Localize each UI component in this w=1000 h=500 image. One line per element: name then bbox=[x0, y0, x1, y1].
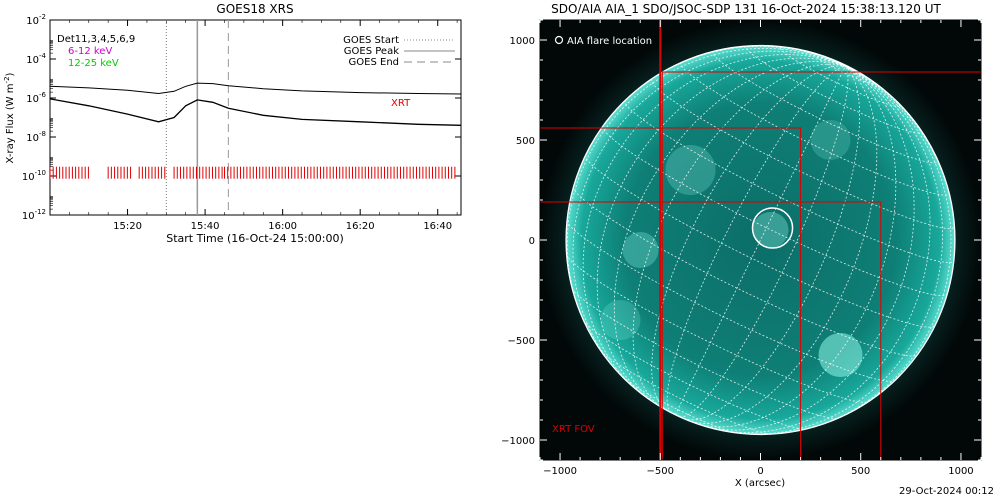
grid-line bbox=[651, 78, 955, 230]
sdo-panel: SDO/AIA AIA_1 SDO/JSOC-SDP 131 16-Oct-20… bbox=[501, 2, 982, 489]
xrt-fov-label: XRT FOV bbox=[552, 424, 595, 435]
goes-x-tick-label: 16:00 bbox=[268, 221, 297, 232]
grid-line bbox=[691, 65, 897, 428]
grid-line bbox=[666, 65, 846, 413]
goes-legend: GOES Start GOES Peak GOES End bbox=[343, 35, 455, 68]
xrt-fov-boxes bbox=[540, 20, 981, 460]
sdo-x-tick-label: −1000 bbox=[543, 466, 577, 477]
sdo-y-tick-label: −1000 bbox=[501, 436, 535, 447]
active-region-blob bbox=[665, 145, 716, 195]
grid-line bbox=[778, 65, 952, 434]
goes-y-tick-label: 10-2 bbox=[26, 13, 46, 27]
xrt-fov-box bbox=[540, 201, 882, 460]
goes-x-axis: 15:20 15:40 16:00 16:20 16:40 bbox=[49, 20, 458, 232]
legend-goes-peak: GOES Peak bbox=[344, 46, 399, 57]
sdo-x-tick-label: 0 bbox=[757, 466, 763, 477]
goes-x-tick-label: 16:40 bbox=[423, 221, 452, 232]
goes-y-axis-label-end: ) bbox=[5, 72, 16, 76]
goes-y-tick-label: 10-10 bbox=[22, 169, 46, 183]
goes-y-axis: 10-2 10-4 10-6 10-8 10-10 10-12 bbox=[22, 13, 461, 222]
goes-y-axis-label-sup: -2 bbox=[3, 76, 11, 83]
sdo-y-tick-label: 1000 bbox=[510, 36, 535, 47]
grid-line bbox=[596, 57, 846, 403]
sdo-x-tick-label: −500 bbox=[647, 466, 674, 477]
detector-label: Det11,3,4,5,6,9 bbox=[57, 34, 135, 45]
legend-goes-end: GOES End bbox=[349, 57, 399, 68]
xrt-coverage-ticks bbox=[50, 166, 456, 179]
goes-panel: GOES18 XRS 10-2 10-4 10-6 10-8 10-10 10-12 15… bbox=[3, 2, 462, 245]
sdo-title: SDO/AIA AIA_1 SDO/JSOC-SDP 131 16-Oct-20… bbox=[551, 2, 941, 16]
active-region-blob bbox=[818, 333, 863, 377]
grid-line bbox=[613, 61, 846, 407]
grid-line bbox=[729, 65, 944, 435]
grid-line bbox=[572, 50, 846, 383]
grid-line bbox=[582, 54, 846, 397]
active-region-blob bbox=[600, 300, 641, 340]
active-region-blob bbox=[752, 212, 789, 248]
goes-y-axis-label: X-ray Flux (W m-2) bbox=[3, 72, 16, 163]
grid-line bbox=[699, 65, 915, 431]
sun-limb bbox=[565, 44, 956, 436]
grid-line bbox=[624, 99, 955, 263]
goes-series-line-long bbox=[50, 82, 461, 95]
sdo-x-tick-label: 500 bbox=[851, 466, 870, 477]
grid-line bbox=[746, 45, 922, 134]
goes-series-line-short bbox=[50, 98, 461, 126]
sdo-x-axis-label: X (arcsec) bbox=[735, 478, 785, 489]
goes-y-tick-label: 10-6 bbox=[26, 91, 46, 105]
goes-y-tick-label: 10-4 bbox=[26, 52, 46, 66]
sdo-x-tick-label: 1000 bbox=[948, 466, 973, 477]
goes-series-group bbox=[50, 82, 461, 126]
goes-y-axis-label-main: X-ray Flux (W m bbox=[5, 83, 16, 163]
sdo-y-tick-label: 500 bbox=[516, 136, 535, 147]
goes-y-tick-label: 10-12 bbox=[22, 208, 46, 222]
xrt-fov-box bbox=[540, 127, 802, 460]
footer-timestamp: 29-Oct-2024 00:12 bbox=[899, 486, 994, 497]
sdo-y-axis: −1000 −500 0 500 1000 bbox=[501, 19, 981, 461]
legend-goes-start: GOES Start bbox=[343, 35, 399, 46]
grid-line bbox=[708, 65, 931, 434]
goes-event-markers bbox=[165, 20, 229, 215]
goes-x-tick-label: 15:40 bbox=[191, 221, 220, 232]
flare-legend-icon bbox=[554, 35, 564, 45]
sdo-y-tick-label: −500 bbox=[508, 336, 535, 347]
grid-line bbox=[680, 61, 950, 196]
active-region-blob bbox=[810, 120, 851, 160]
grid-line bbox=[600, 350, 772, 435]
grid-line bbox=[571, 288, 839, 419]
goes-x-axis-label: Start Time (16-Oct-24 15:00:00) bbox=[166, 232, 344, 245]
sun-active-regions bbox=[600, 120, 863, 377]
goes-x-tick-label: 16:20 bbox=[346, 221, 375, 232]
grid-line bbox=[845, 65, 956, 326]
sdo-x-axis: −1000 −500 0 500 1000 bbox=[539, 20, 982, 477]
xrt-label: XRT bbox=[391, 98, 411, 109]
flare-legend-label: AIA flare location bbox=[567, 36, 652, 47]
grid-line bbox=[566, 48, 846, 345]
goes-plot-frame bbox=[49, 19, 462, 216]
active-region-blob bbox=[622, 232, 659, 268]
flare-location-circle bbox=[751, 207, 794, 249]
band-low-label: 6-12 keV bbox=[68, 46, 112, 57]
band-high-label: 12-25 keV bbox=[68, 58, 119, 69]
goes-x-tick-label: 15:20 bbox=[113, 221, 142, 232]
goes-y-tick-label: 10-8 bbox=[26, 130, 46, 144]
xrt-fov-box bbox=[661, 71, 981, 460]
goes-title: GOES18 XRS bbox=[216, 2, 293, 16]
sdo-y-tick-label: 0 bbox=[529, 236, 535, 247]
grid-line bbox=[679, 65, 849, 418]
